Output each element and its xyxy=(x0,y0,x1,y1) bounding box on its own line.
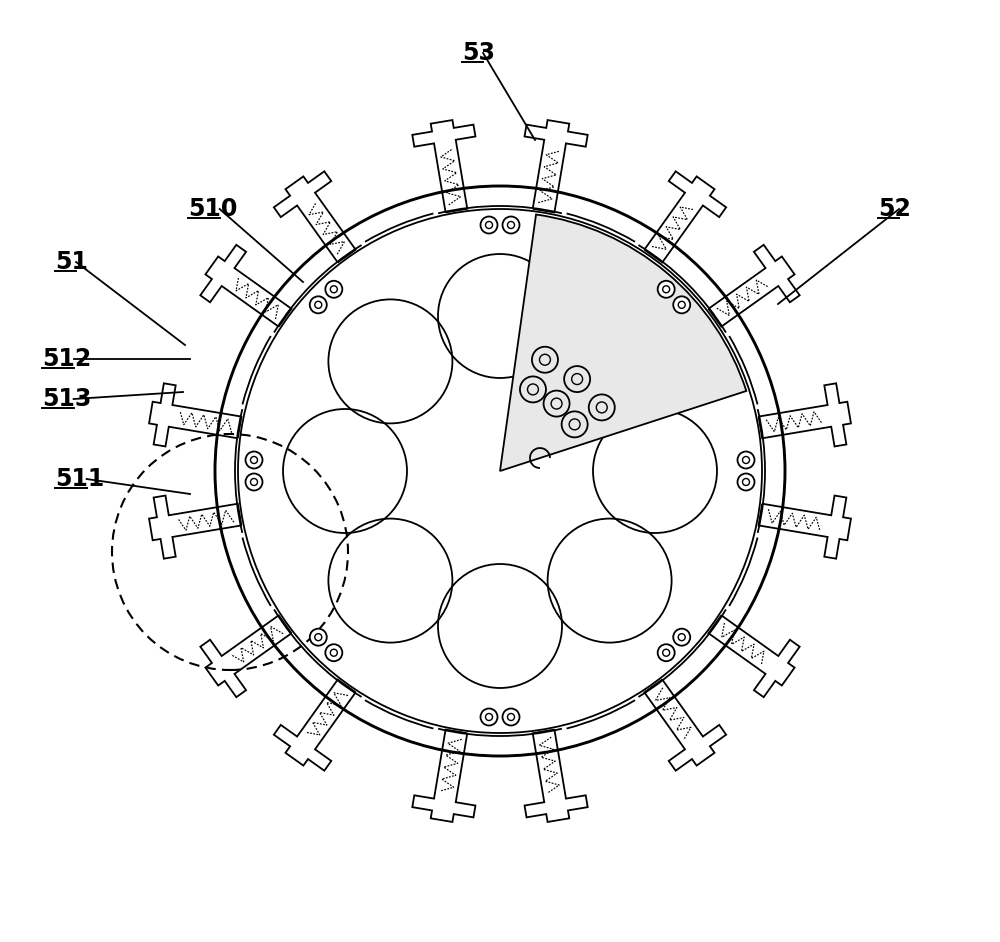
Circle shape xyxy=(246,474,262,491)
Circle shape xyxy=(330,285,337,293)
Circle shape xyxy=(325,644,342,661)
Circle shape xyxy=(742,479,750,485)
Circle shape xyxy=(310,628,327,645)
Text: 51: 51 xyxy=(55,250,88,274)
Circle shape xyxy=(315,634,322,641)
Circle shape xyxy=(246,451,262,468)
Circle shape xyxy=(330,649,337,657)
Circle shape xyxy=(673,297,690,314)
Circle shape xyxy=(250,457,258,463)
Circle shape xyxy=(658,644,675,661)
Circle shape xyxy=(480,217,498,234)
Circle shape xyxy=(502,708,520,725)
Circle shape xyxy=(310,297,327,314)
Circle shape xyxy=(678,634,685,641)
Text: 510: 510 xyxy=(188,197,237,221)
Circle shape xyxy=(673,628,690,645)
Circle shape xyxy=(738,451,755,468)
Circle shape xyxy=(508,221,514,229)
Circle shape xyxy=(678,301,685,308)
Circle shape xyxy=(663,649,670,657)
Wedge shape xyxy=(500,215,746,471)
Circle shape xyxy=(486,221,492,229)
Circle shape xyxy=(250,479,258,485)
Text: 53: 53 xyxy=(462,41,495,65)
Circle shape xyxy=(742,457,750,463)
Circle shape xyxy=(485,713,492,721)
Text: 512: 512 xyxy=(42,347,91,371)
Circle shape xyxy=(325,281,342,298)
Circle shape xyxy=(503,217,520,234)
Circle shape xyxy=(480,708,498,725)
Text: 513: 513 xyxy=(42,387,91,411)
Circle shape xyxy=(315,301,322,308)
Circle shape xyxy=(663,285,670,293)
Circle shape xyxy=(507,713,514,721)
Text: 511: 511 xyxy=(55,467,104,491)
Circle shape xyxy=(738,474,755,491)
Text: 52: 52 xyxy=(878,197,911,221)
Circle shape xyxy=(658,281,675,298)
